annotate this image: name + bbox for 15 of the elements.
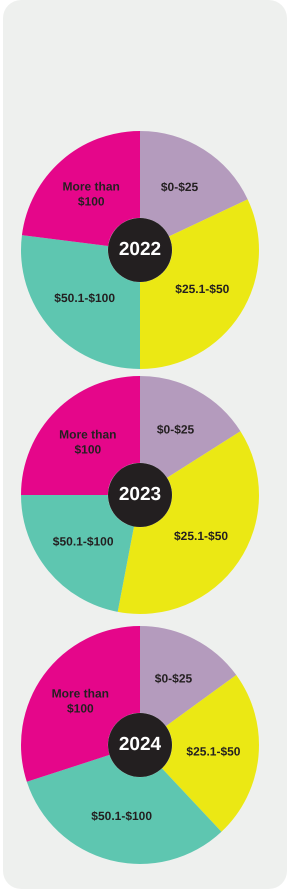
text: 2023 bbox=[108, 463, 172, 527]
slice-label: $0-$25 bbox=[154, 672, 192, 686]
slice-label: More than $100 bbox=[52, 686, 109, 716]
text: 2024 bbox=[108, 713, 172, 777]
slice-label: $0-$25 bbox=[160, 180, 199, 194]
slice-label: $25.1-$50 bbox=[174, 528, 228, 543]
text: 2022 bbox=[108, 218, 172, 282]
slice-label: $25.1-$50 bbox=[175, 282, 230, 296]
slice-label: $50.1-$100 bbox=[91, 808, 152, 823]
slice-label: More than $100 bbox=[59, 428, 116, 457]
slice-label: $25.1-$50 bbox=[186, 744, 241, 758]
slice-label: $50.1-$100 bbox=[52, 534, 114, 548]
slice-label: $0-$25 bbox=[156, 422, 195, 437]
slice-label: $50.1-$100 bbox=[54, 291, 116, 306]
slice-label: More than $100 bbox=[62, 179, 120, 208]
